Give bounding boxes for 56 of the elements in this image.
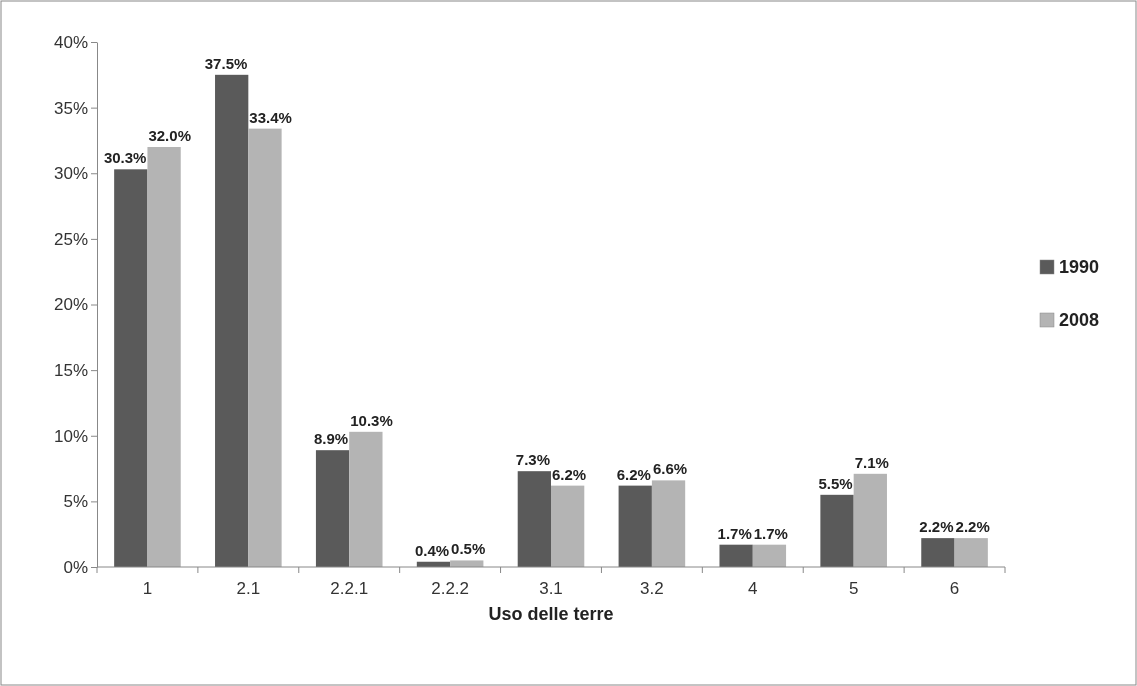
data-label: 0.5% (451, 540, 486, 558)
y-tick-label: 15% (53, 361, 88, 381)
data-label: 37.5% (204, 54, 248, 72)
legend-label: 1990 (1059, 257, 1100, 277)
bar (618, 485, 652, 567)
bar (551, 485, 585, 567)
bar (114, 169, 148, 567)
bar (450, 560, 484, 567)
bar (215, 74, 249, 567)
y-tick-label: 5% (63, 492, 88, 512)
x-axis-title: Uso delle terre (488, 604, 614, 624)
data-label: 5.5% (818, 474, 853, 492)
x-tick-label: 2.1 (236, 579, 261, 598)
data-label: 7.3% (515, 451, 550, 469)
data-label: 30.3% (103, 149, 147, 167)
bar (853, 473, 887, 567)
data-label: 1.7% (753, 524, 788, 542)
y-tick-label: 0% (63, 557, 88, 577)
bar (315, 450, 350, 567)
bar (954, 538, 988, 567)
bar (921, 538, 955, 567)
y-tick-label: 20% (53, 295, 88, 315)
data-label: 6.2% (616, 465, 651, 483)
x-tick-label: 2.2.2 (431, 579, 470, 598)
data-label: 2.2% (955, 518, 990, 536)
y-tick-label: 25% (53, 229, 88, 249)
data-label: 7.1% (854, 453, 889, 471)
legend-label: 2008 (1059, 310, 1100, 330)
bar (349, 431, 383, 567)
y-tick-label: 30% (53, 164, 88, 184)
x-tick-label: 5 (848, 579, 859, 598)
data-label: 1.7% (717, 524, 752, 542)
data-label: 10.3% (350, 411, 393, 429)
x-tick-label: 6 (949, 579, 960, 598)
data-label: 6.6% (652, 460, 688, 478)
x-tick-label: 3.1 (539, 579, 563, 598)
bar (517, 471, 551, 567)
x-tick-label: 4 (748, 579, 758, 598)
x-tick-label: 1 (142, 579, 153, 598)
bar (147, 147, 181, 567)
y-tick-label: 40% (53, 32, 88, 52)
data-label: 2.2% (919, 518, 954, 536)
y-tick-label: 35% (53, 98, 88, 118)
data-label: 8.9% (314, 430, 349, 448)
data-label: 6.2% (552, 465, 587, 483)
x-tick-label: 3.2 (640, 579, 664, 598)
y-tick-label: 10% (53, 426, 88, 446)
data-label: 32.0% (148, 127, 191, 144)
bar (719, 544, 753, 567)
bar (820, 494, 854, 567)
x-tick-label: 2.2.1 (330, 579, 369, 598)
bar (248, 128, 282, 567)
data-label: 0.4% (414, 541, 450, 559)
bar (651, 480, 686, 567)
bar (752, 544, 787, 567)
data-label: 33.4% (249, 108, 292, 126)
